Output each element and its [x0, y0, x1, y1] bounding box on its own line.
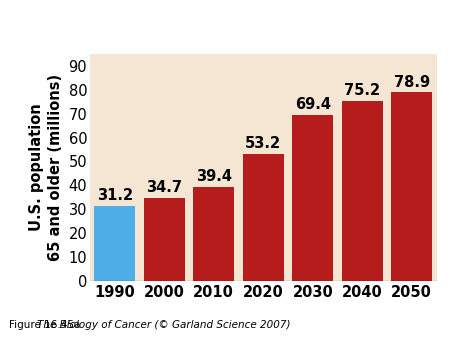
Bar: [342, 101, 382, 281]
Y-axis label: U.S. population
65 and older (millions): U.S. population 65 and older (millions): [29, 74, 63, 261]
Text: 78.9: 78.9: [394, 75, 430, 90]
Bar: [194, 187, 234, 281]
Text: The Biology of Cancer (© Garland Science 2007): The Biology of Cancer (© Garland Science…: [37, 319, 291, 330]
Bar: [392, 93, 432, 281]
Bar: [292, 115, 333, 281]
Text: 39.4: 39.4: [196, 169, 232, 184]
Text: 31.2: 31.2: [97, 188, 133, 203]
Bar: [94, 206, 135, 281]
Bar: [243, 154, 284, 281]
Text: Figure 16.45a: Figure 16.45a: [9, 319, 87, 330]
Text: 34.7: 34.7: [146, 180, 182, 195]
Text: 53.2: 53.2: [245, 136, 281, 151]
Bar: [144, 198, 184, 281]
Text: 69.4: 69.4: [295, 97, 331, 112]
Text: 75.2: 75.2: [344, 83, 380, 98]
